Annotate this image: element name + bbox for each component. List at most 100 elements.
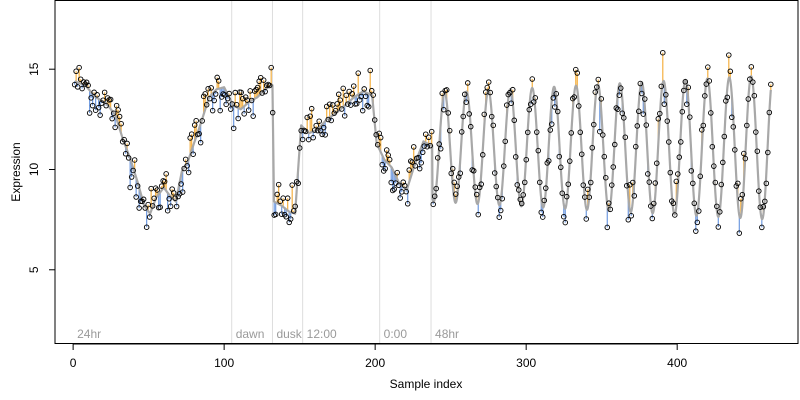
- data-point: [401, 182, 408, 189]
- data-point: [238, 89, 244, 96]
- data-point: [666, 139, 672, 145]
- data-point: [751, 92, 758, 99]
- data-point: [663, 91, 669, 98]
- data-point: [439, 90, 445, 97]
- data-point: [700, 122, 707, 129]
- data-point: [94, 92, 100, 98]
- data-point: [412, 163, 418, 169]
- y-axis: 5 10 15: [27, 62, 56, 273]
- data-point: [107, 96, 114, 103]
- data-point: [691, 200, 698, 207]
- data-point: [215, 78, 222, 84]
- data-point: [77, 76, 84, 82]
- data-point: [403, 188, 409, 195]
- data-point: [714, 203, 720, 210]
- data-point: [606, 200, 612, 206]
- data-point: [511, 117, 517, 124]
- data-point: [440, 106, 447, 113]
- data-point: [586, 194, 593, 200]
- data-point: [651, 200, 657, 207]
- data-point: [591, 121, 597, 128]
- data-point: [558, 164, 564, 171]
- y-axis-title: Expression: [9, 142, 23, 201]
- data-point: [199, 118, 205, 124]
- data-point: [416, 165, 423, 172]
- data-point: [211, 97, 217, 104]
- data-point: [708, 110, 714, 116]
- data-point: [422, 131, 429, 137]
- data-point: [383, 147, 390, 153]
- data-point: [97, 112, 103, 118]
- data-point: [431, 193, 438, 199]
- data-point: [646, 179, 653, 185]
- data-point: [500, 163, 507, 169]
- data-point: [176, 190, 183, 197]
- data-point: [571, 94, 578, 100]
- data-point: [451, 179, 457, 186]
- data-point: [428, 128, 435, 135]
- data-point: [326, 101, 333, 107]
- data-point: [212, 91, 219, 97]
- data-point: [625, 217, 632, 223]
- data-point: [424, 143, 430, 150]
- data-point: [103, 102, 109, 109]
- data-point: [514, 182, 520, 188]
- data-point: [88, 95, 94, 101]
- data-point: [302, 128, 309, 135]
- data-point: [76, 64, 82, 71]
- data-point: [343, 92, 349, 99]
- phase-label: 0:00: [384, 327, 408, 341]
- data-point: [499, 195, 505, 202]
- data-point: [576, 103, 582, 109]
- data-point: [670, 200, 677, 207]
- data-point: [592, 89, 599, 95]
- data-point: [568, 130, 575, 136]
- data-point: [660, 49, 666, 56]
- data-point: [619, 110, 626, 116]
- data-point: [481, 111, 487, 118]
- data-point: [473, 191, 480, 198]
- data-point: [430, 201, 436, 208]
- data-point: [727, 68, 734, 75]
- data-point: [512, 154, 519, 160]
- x-tick-label: 400: [667, 356, 687, 370]
- data-point: [565, 181, 572, 187]
- data-point: [618, 85, 624, 91]
- data-point: [259, 90, 265, 96]
- data-point: [196, 131, 202, 137]
- data-point: [89, 102, 96, 109]
- data-point: [269, 109, 276, 116]
- data-point: [143, 224, 150, 230]
- data-point: [266, 82, 273, 89]
- data-point: [181, 165, 187, 172]
- data-point: [364, 102, 370, 109]
- data-point: [649, 215, 656, 222]
- data-point: [275, 181, 282, 188]
- data-point: [633, 143, 639, 150]
- data-point: [361, 86, 367, 92]
- data-point: [588, 179, 594, 186]
- data-point: [170, 190, 177, 196]
- data-point: [205, 85, 211, 92]
- data-point: [184, 163, 190, 169]
- data-point: [334, 101, 340, 107]
- data-point: [344, 101, 351, 107]
- data-point: [621, 115, 627, 121]
- data-point: [226, 90, 232, 97]
- data-point: [434, 155, 441, 161]
- data-point: [537, 179, 543, 186]
- data-point: [595, 76, 602, 83]
- data-point: [179, 189, 186, 195]
- data-point: [485, 79, 492, 85]
- data-point: [382, 165, 388, 172]
- data-point: [661, 101, 668, 107]
- data-point: [235, 115, 241, 122]
- data-point: [546, 158, 552, 164]
- data-point: [673, 178, 680, 185]
- data-point: [79, 85, 85, 92]
- data-point: [338, 106, 345, 112]
- data-point: [685, 84, 692, 91]
- data-point: [362, 93, 369, 100]
- data-point: [283, 214, 289, 220]
- data-point: [325, 116, 331, 123]
